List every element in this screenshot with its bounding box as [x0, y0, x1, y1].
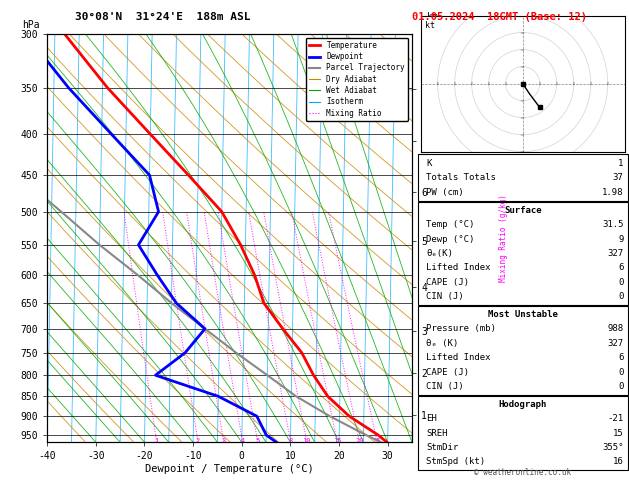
Text: Mixing Ratio (g/kg): Mixing Ratio (g/kg): [499, 194, 508, 282]
Text: 30°08'N  31°24'E  188m ASL: 30°08'N 31°24'E 188m ASL: [75, 12, 251, 22]
Text: θₑ (K): θₑ (K): [426, 339, 459, 348]
Text: 327: 327: [608, 339, 623, 348]
Text: km
ASL: km ASL: [426, 12, 443, 30]
Text: 31.5: 31.5: [602, 220, 623, 229]
Bar: [418, 202, 628, 305]
Text: 15: 15: [613, 429, 623, 437]
Text: CIN (J): CIN (J): [426, 292, 464, 301]
Text: θₑ(K): θₑ(K): [426, 249, 453, 258]
Text: Lifted Index: Lifted Index: [426, 263, 491, 272]
Text: 25: 25: [373, 438, 381, 444]
Text: 5: 5: [255, 438, 260, 444]
Text: 327: 327: [608, 249, 623, 258]
Text: PW (cm): PW (cm): [426, 188, 464, 197]
Text: Hodograph: Hodograph: [499, 399, 547, 409]
Text: 10: 10: [303, 438, 311, 444]
Text: 0: 0: [618, 367, 623, 377]
Text: hPa: hPa: [21, 20, 39, 30]
Text: Surface: Surface: [504, 206, 542, 215]
Text: 1: 1: [618, 159, 623, 168]
Text: 15: 15: [333, 438, 342, 444]
Text: 01.05.2024  18GMT (Base: 12): 01.05.2024 18GMT (Base: 12): [412, 12, 587, 22]
Text: 3: 3: [221, 438, 226, 444]
Text: K: K: [426, 159, 431, 168]
Bar: [418, 396, 628, 470]
X-axis label: Dewpoint / Temperature (°C): Dewpoint / Temperature (°C): [145, 464, 314, 474]
Text: 988: 988: [608, 324, 623, 333]
Text: 1.98: 1.98: [602, 188, 623, 197]
Text: CAPE (J): CAPE (J): [426, 278, 469, 287]
Text: Lifted Index: Lifted Index: [426, 353, 491, 362]
Text: 6: 6: [618, 353, 623, 362]
Text: 0: 0: [618, 382, 623, 391]
Text: CAPE (J): CAPE (J): [426, 367, 469, 377]
Text: 0: 0: [618, 278, 623, 287]
Text: Dewp (°C): Dewp (°C): [426, 235, 474, 243]
Text: 6: 6: [618, 263, 623, 272]
Text: 1: 1: [155, 438, 159, 444]
Text: Most Unstable: Most Unstable: [487, 310, 558, 319]
Text: 8: 8: [289, 438, 292, 444]
Text: EH: EH: [426, 414, 437, 423]
Text: 37: 37: [613, 174, 623, 182]
Text: SREH: SREH: [426, 429, 448, 437]
Text: kt: kt: [425, 21, 435, 30]
Text: Temp (°C): Temp (°C): [426, 220, 474, 229]
Text: 16: 16: [613, 457, 623, 467]
Bar: [418, 154, 628, 201]
Text: Totals Totals: Totals Totals: [426, 174, 496, 182]
Text: -21: -21: [608, 414, 623, 423]
Bar: [418, 307, 628, 395]
Text: © weatheronline.co.uk: © weatheronline.co.uk: [474, 469, 571, 477]
Text: StmDir: StmDir: [426, 443, 459, 452]
Text: StmSpd (kt): StmSpd (kt): [426, 457, 485, 467]
Text: Pressure (mb): Pressure (mb): [426, 324, 496, 333]
Text: 4: 4: [240, 438, 245, 444]
Text: 0: 0: [618, 292, 623, 301]
Text: 20: 20: [355, 438, 364, 444]
Text: 9: 9: [618, 235, 623, 243]
Text: 2: 2: [196, 438, 200, 444]
Text: 355°: 355°: [602, 443, 623, 452]
Legend: Temperature, Dewpoint, Parcel Trajectory, Dry Adiabat, Wet Adiabat, Isotherm, Mi: Temperature, Dewpoint, Parcel Trajectory…: [306, 38, 408, 121]
Text: CIN (J): CIN (J): [426, 382, 464, 391]
